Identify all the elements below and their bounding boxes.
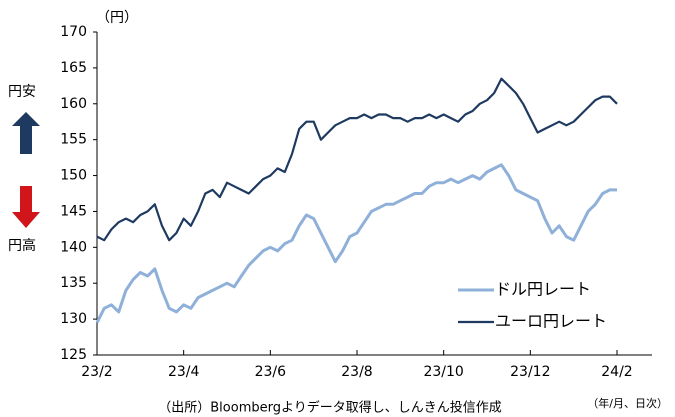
y-tick-label: 135 (60, 275, 87, 291)
y-tick-label: 150 (60, 168, 87, 184)
y-unit: （円） (96, 10, 138, 26)
y-tick-label: 165 (60, 60, 87, 76)
x-tick-label: 24/2 (601, 364, 632, 380)
up-arrow (12, 112, 40, 154)
series-line (95, 163, 617, 324)
y-tick-label: 145 (60, 203, 87, 219)
x-tick-label: 23/4 (168, 364, 200, 380)
legend-label: ユーロ円レート (495, 312, 607, 331)
x-tick-label: 23/8 (341, 364, 372, 380)
source: （出所）Bloombergよりデータ取得し、しんきん投信作成 (158, 400, 501, 416)
x-tick-label: 23/6 (255, 364, 287, 380)
x-note: （年/月、日次） (587, 396, 668, 410)
y-tick-label: 125 (60, 347, 87, 363)
x-tick-label: 23/12 (510, 364, 550, 380)
x-tick-label: 23/10 (423, 364, 463, 380)
y-tick-label: 130 (60, 311, 87, 327)
series-line (96, 77, 618, 242)
down-arrow (12, 186, 40, 228)
y-tick-label: 160 (60, 96, 87, 112)
yen-strong-label: 円高 (8, 237, 36, 254)
yen-weak-label: 円安 (8, 84, 36, 100)
x-tick-label: 23/2 (81, 364, 112, 380)
y-tick-label: 170 (60, 24, 87, 40)
y-tick-label: 140 (60, 239, 87, 255)
legend-label: ドル円レート (495, 280, 591, 299)
y-tick-label: 155 (60, 132, 87, 148)
